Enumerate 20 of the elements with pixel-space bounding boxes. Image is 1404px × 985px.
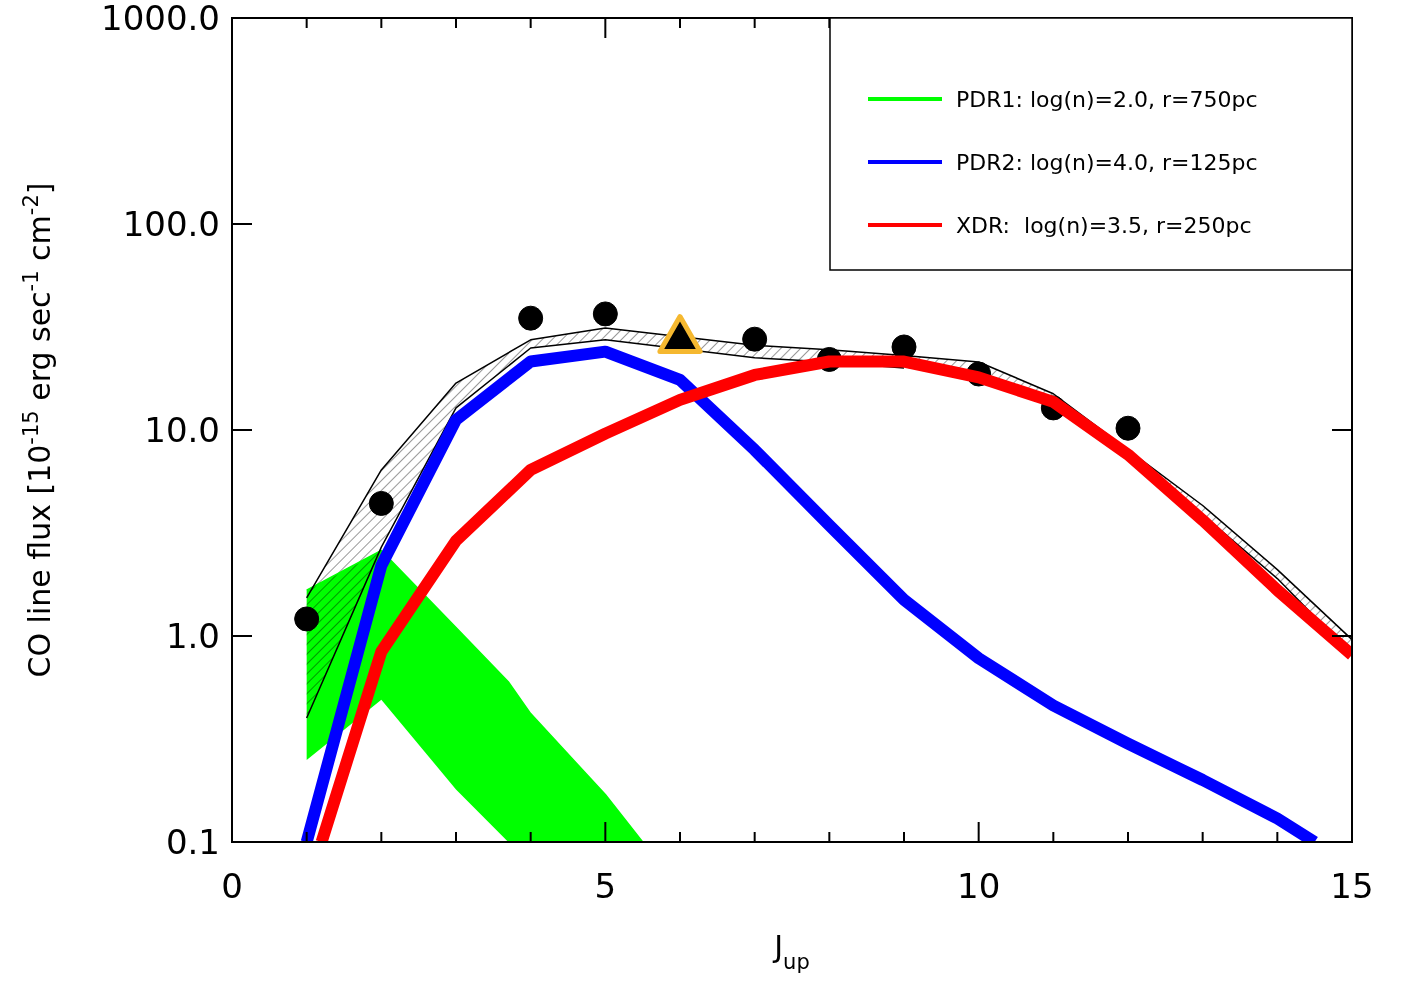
x-tick-label: 5	[594, 866, 617, 906]
x-axis-title: J$_{up}$	[772, 929, 810, 974]
point	[518, 305, 544, 331]
point	[891, 334, 917, 360]
point	[1115, 415, 1141, 441]
point	[742, 326, 768, 352]
y-tick-label: 100.0	[122, 204, 220, 244]
point	[294, 606, 320, 632]
y-tick-label: 10.0	[144, 410, 220, 450]
y-tick-label: 1.0	[165, 616, 220, 656]
point	[592, 301, 618, 327]
legend-label: PDR1: log(n)=2.0, r=750pc	[956, 87, 1258, 112]
point	[368, 490, 394, 516]
legend-label: PDR2: log(n)=4.0, r=125pc	[956, 150, 1258, 175]
legend-label: XDR: log(n)=3.5, r=250pc	[956, 213, 1252, 238]
x-tick-label: 15	[1330, 866, 1374, 906]
y-tick-label: 1000.0	[101, 0, 220, 38]
x-tick-label: 10	[957, 866, 1001, 906]
y-tick-label: 0.1	[165, 822, 220, 862]
x-tick-label: 0	[221, 866, 243, 906]
